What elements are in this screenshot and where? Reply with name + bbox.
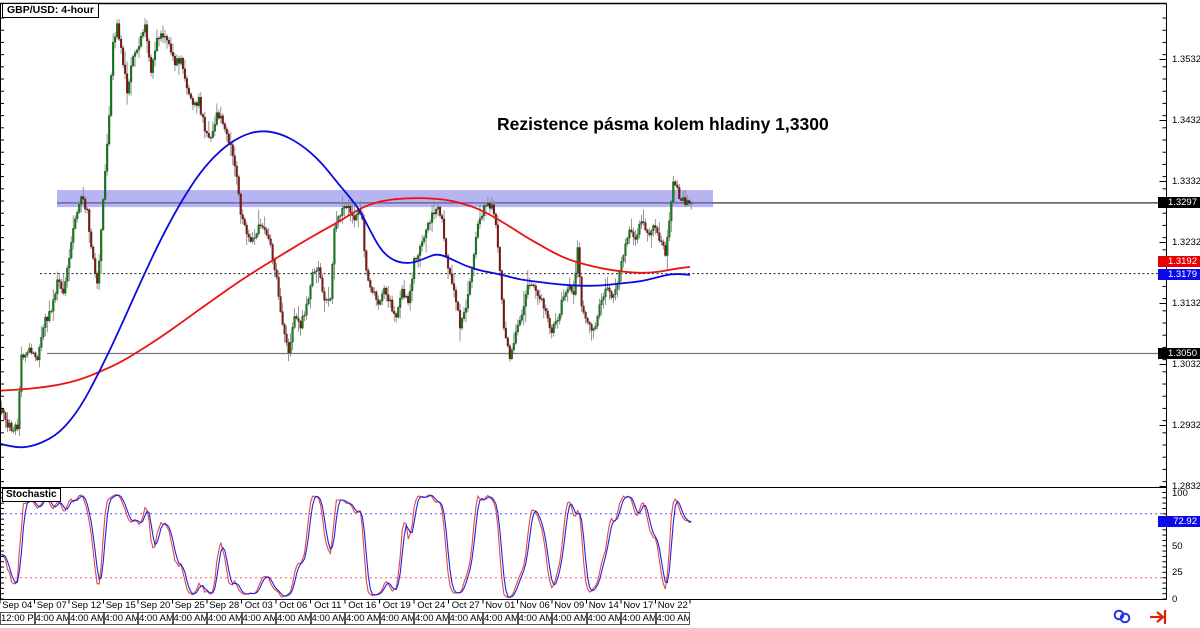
time-label: 4:00 AM [172,612,207,625]
time-label: 4:00 AM [448,612,483,625]
date-label: Nov 06 [519,600,550,611]
time-axis-cell: Nov 06 4:00 AM [517,600,552,627]
moving-averages [0,130,691,449]
stochastic-axis-label: 50 [1172,540,1183,552]
time-axis-cell: Nov 14 4:00 AM [586,600,621,627]
time-label: 4:00 AM [310,612,345,625]
time-label: 4:00 AM [138,612,173,625]
date-label: Oct 24 [417,600,446,611]
time-axis-cell: Sep 15 4:00 AM [103,600,138,627]
time-axis-cell: Oct 03 4:00 AM [241,600,276,627]
time-label: 4:00 AM [414,612,449,625]
scroll-to-end-icon[interactable] [1150,610,1167,624]
time-axis-cell: Sep 07 4:00 AM [34,600,69,627]
price-axis-label: 1.3332 [1172,175,1200,187]
candle-bodies [0,23,693,432]
price-axis-label: 1.3532 [1172,53,1200,65]
price-axis-label: 1.2932 [1172,419,1200,431]
annotation-title: Rezistence pásma kolem hladiny 1,3300 [497,114,829,134]
stochastic-value-badge: 72.92 [1158,515,1200,527]
time-axis-cell: Nov 17 4:00 AM [621,600,656,627]
time-axis-cell: Oct 24 4:00 AM [414,600,449,627]
date-label: Sep 07 [36,600,67,611]
last-price-badge: 1.3297 [1158,197,1200,209]
time-label: 4:00 AM [241,612,276,625]
date-label: Sep 28 [209,600,240,611]
time-label: 4:00 AM [276,612,311,625]
date-label: Nov 09 [554,600,585,611]
ma-blue-value-badge: 1.3179 [1158,268,1200,280]
time-axis-cell: Nov 01 4:00 AM [483,600,518,627]
time-label: 4:00 AM [103,612,138,625]
stochastic-axis-label: 0 [1172,594,1178,605]
stochastic-axis-label: 25 [1172,567,1183,579]
stochastic-axis-label: 100 [1172,487,1188,499]
time-axis-cell: Oct 11 4:00 AM [310,600,345,627]
time-label: 4:00 AM [34,612,69,625]
time-axis-cell: Nov 22 4:00 AM [655,600,690,627]
time-axis-cell: Oct 06 4:00 AM [276,600,311,627]
time-label: 4:00 AM [655,612,690,625]
time-axis-cell: Oct 19 4:00 AM [379,600,414,627]
time-label: 4:00 AM [621,612,656,625]
levels [40,190,1167,355]
date-label: Oct 19 [382,600,411,611]
date-label: Oct 16 [348,600,377,611]
time-label: 4:00 AM [207,612,242,625]
symbol-label: GBP/USD: 4-hour [2,3,99,18]
price-axis-label: 1.3432 [1172,114,1200,126]
link-icon[interactable] [1113,609,1131,624]
date-label: Nov 17 [623,600,654,611]
date-label: Sep 12 [71,600,102,611]
price-axis-label: 1.3232 [1172,236,1200,248]
time-axis-cell: Sep 28 4:00 AM [207,600,242,627]
ma-red-value-badge: 1.3192 [1158,256,1200,268]
corner-icons [1113,609,1167,624]
date-label: Nov 22 [657,600,688,611]
date-label: Nov 01 [485,600,516,611]
date-label: Oct 06 [279,600,308,611]
time-axis-cell: Sep 20 4:00 AM [138,600,173,627]
price-axis-label: 1.3032 [1172,358,1200,370]
date-label: Sep 20 [140,600,171,611]
panel-frame [0,2,1167,600]
time-label: 4:00 AM [517,612,552,625]
time-label: 4:00 AM [69,612,104,625]
date-label: Nov 14 [588,600,619,611]
candle-wicks [1,18,692,437]
support-price-badge: 1.3050 [1158,348,1200,360]
time-axis-cell: Nov 09 4:00 AM [552,600,587,627]
date-label: Sep 04 [2,600,33,611]
stochastic-label: Stochastic [2,488,61,502]
date-label: Sep 15 [105,600,136,611]
axis-ticks [0,17,1167,604]
stochastic-indicator [0,494,1167,598]
time-label: 4:00 AM [586,612,621,625]
price-axis-label: 1.2832 [1172,480,1200,492]
date-label: Sep 25 [174,600,205,611]
time-label: 12:00 PM [0,612,35,625]
time-axis-cell: Oct 27 4:00 AM [448,600,483,627]
date-label: Oct 11 [314,600,342,611]
date-label: Oct 27 [451,600,480,611]
time-axis-cell: Sep 12 4:00 AM [69,600,104,627]
time-label: 4:00 AM [379,612,414,625]
time-axis-cell: Oct 16 4:00 AM [345,600,380,627]
time-axis-cell: Sep 25 4:00 AM [172,600,207,627]
time-label: 4:00 AM [552,612,587,625]
date-label: Oct 03 [244,600,273,611]
time-label: 4:00 AM [345,612,380,625]
price-axis-label: 1.3132 [1172,297,1200,309]
time-label: 4:00 AM [483,612,518,625]
